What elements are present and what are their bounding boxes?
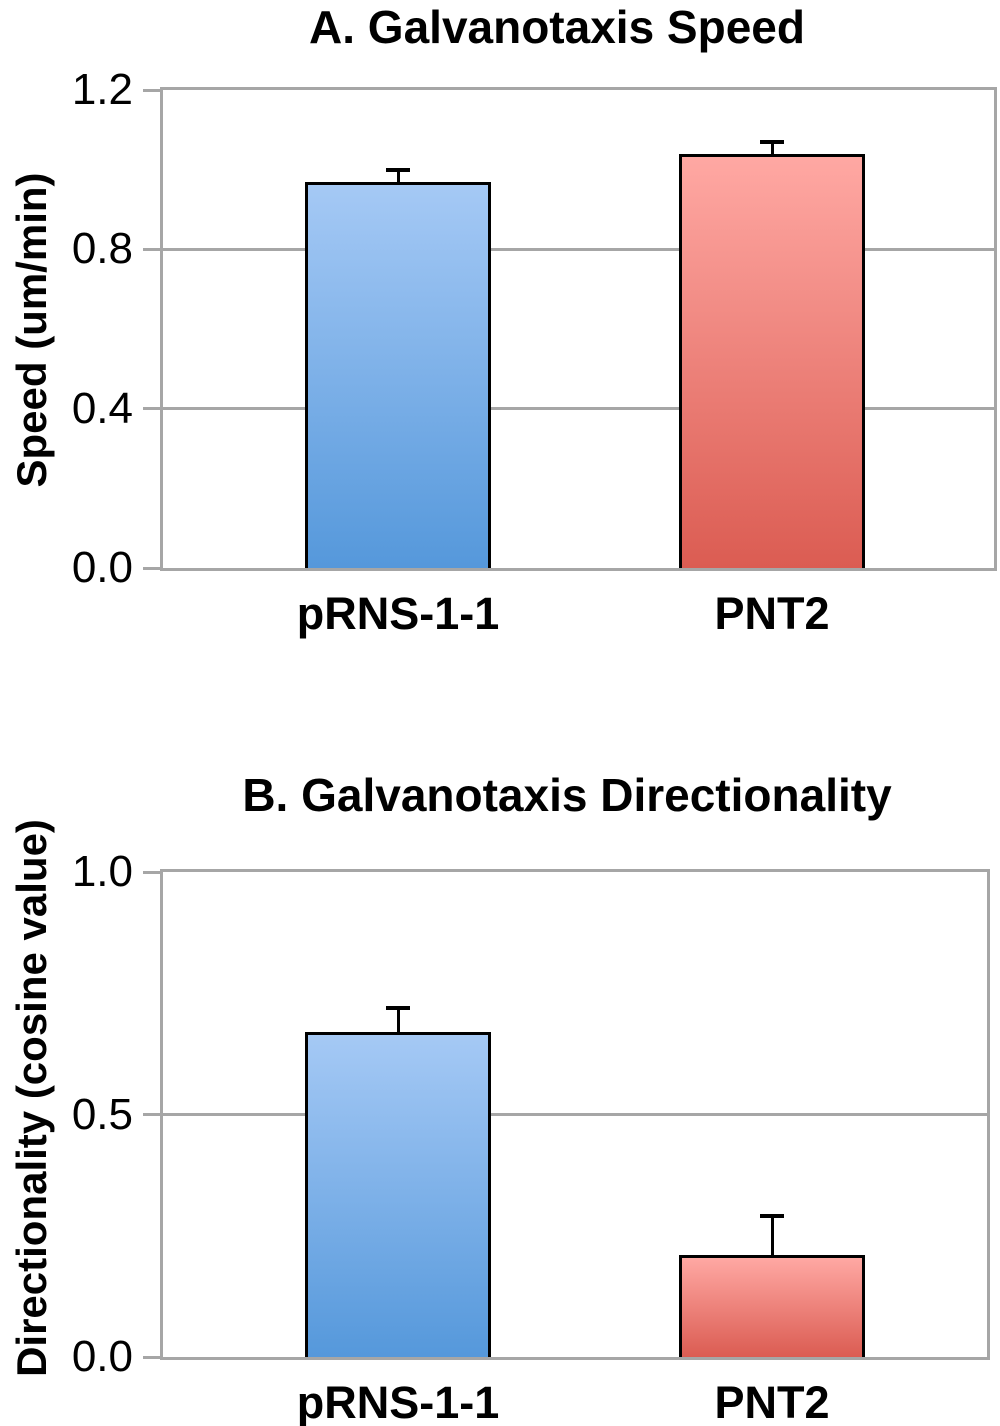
y-tick-mark-0.0 xyxy=(143,566,160,570)
category-label-pnt2: PNT2 xyxy=(714,588,830,639)
bar-pnt2 xyxy=(679,1255,865,1357)
panel-a-y-axis-title: Speed (um/min) xyxy=(8,172,55,488)
category-label-prns-1-1: pRNS-1-1 xyxy=(296,588,500,639)
y-tick-mark-0.8 xyxy=(143,247,160,251)
panel-a-plot-area: 0.0 0.4 0.8 1.2 pRNS-1-1 PNT2 xyxy=(72,65,997,639)
panel-a-title: A. Galvanotaxis Speed xyxy=(309,1,805,53)
gridline-0.8 xyxy=(163,247,994,251)
y-tick-mark-0.5 xyxy=(143,1113,160,1116)
y-tick-label-0.4: 0.4 xyxy=(71,383,133,433)
error-bar-pnt2 xyxy=(770,1216,774,1256)
error-bar-cap-prns-1-1 xyxy=(386,167,410,172)
y-tick-label-1.0: 1.0 xyxy=(71,847,133,896)
bar-prns-1-1 xyxy=(305,1032,491,1357)
error-bar-cap-pnt2 xyxy=(760,139,784,144)
panel-b-title: B. Galvanotaxis Directionality xyxy=(242,769,892,821)
gridline-0.4 xyxy=(163,407,994,411)
error-bar-cap-pnt2 xyxy=(760,1214,784,1219)
panel-b-plot-area: 0.0 0.5 1.0 pRNS-1-1 PNT2 xyxy=(72,847,990,1426)
y-tick-mark-0.0 xyxy=(143,1355,160,1359)
error-bar-prns-1-1 xyxy=(396,169,400,182)
y-tick-label-0.8: 0.8 xyxy=(71,224,133,274)
y-tick-mark-0.4 xyxy=(143,407,160,411)
bar-prns-1-1 xyxy=(305,181,491,568)
gridline-0.5 xyxy=(163,1113,987,1116)
category-label-prns-1-1: pRNS-1-1 xyxy=(296,1377,500,1426)
error-bar-pnt2 xyxy=(770,141,774,154)
panel-b-y-axis-title: Directionality (cosine value) xyxy=(8,819,55,1377)
y-tick-mark-1.0 xyxy=(143,870,160,874)
category-label-pnt2: PNT2 xyxy=(714,1377,830,1426)
y-tick-label-1.2: 1.2 xyxy=(71,65,133,114)
error-bar-prns-1-1 xyxy=(396,1007,400,1033)
y-tick-label-0.0: 0.0 xyxy=(71,543,133,592)
error-bar-cap-prns-1-1 xyxy=(386,1005,410,1010)
y-tick-label-0.5: 0.5 xyxy=(71,1089,133,1139)
bar-pnt2 xyxy=(679,153,865,568)
y-tick-label-0.0: 0.0 xyxy=(71,1332,133,1381)
y-tick-mark-1.2 xyxy=(143,88,160,92)
